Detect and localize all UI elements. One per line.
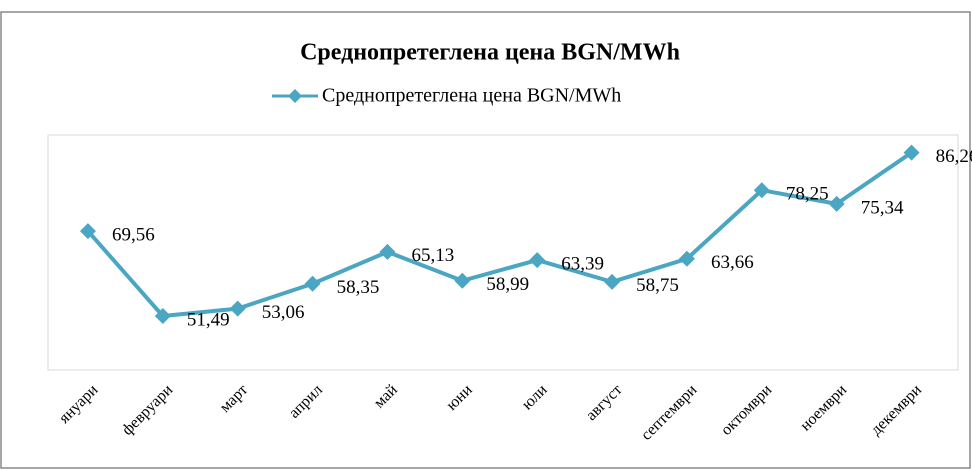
chart-title: Среднопретеглена цена BGN/MWh xyxy=(300,40,680,66)
data-label: 58,35 xyxy=(337,277,380,298)
data-label: 65,13 xyxy=(411,245,454,266)
data-point xyxy=(154,307,171,324)
data-label: 69,56 xyxy=(112,224,155,245)
legend-marker xyxy=(288,89,302,103)
data-point xyxy=(753,182,770,199)
series-line xyxy=(86,150,913,318)
data-point xyxy=(903,144,920,161)
data-label: 63,66 xyxy=(711,252,754,273)
data-label: 58,75 xyxy=(636,275,679,296)
data-point xyxy=(529,252,546,269)
plot-area xyxy=(47,134,959,371)
data-point xyxy=(678,250,695,267)
data-label: 63,39 xyxy=(561,253,604,274)
data-label: 58,99 xyxy=(486,274,529,295)
data-label: 86,26 xyxy=(936,146,972,167)
data-point xyxy=(828,195,845,212)
data-label: 75,34 xyxy=(861,197,904,218)
data-point xyxy=(379,243,396,260)
data-point xyxy=(304,275,321,292)
data-point xyxy=(604,273,621,290)
legend-label: Среднопретеглена цена BGN/MWh xyxy=(322,85,621,107)
data-point xyxy=(454,272,471,289)
data-label: 78,25 xyxy=(786,184,829,205)
data-point xyxy=(79,223,96,240)
data-label: 51,49 xyxy=(187,309,230,330)
data-point xyxy=(229,300,246,317)
data-label: 53,06 xyxy=(262,302,305,323)
